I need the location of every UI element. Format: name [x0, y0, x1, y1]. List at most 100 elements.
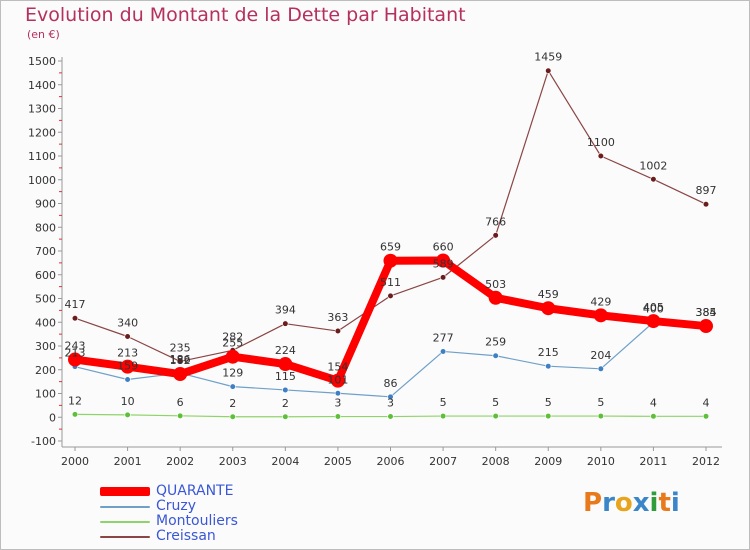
- data-point-quarante: [436, 253, 451, 268]
- data-label-montouliers: 4: [703, 396, 710, 409]
- data-point-montouliers: [334, 413, 342, 420]
- data-point-quarante: [225, 349, 240, 364]
- x-tick-label: 2003: [219, 455, 247, 468]
- data-point-cruzy: [439, 348, 447, 355]
- data-point-creissan: [702, 201, 710, 208]
- chart-title: Evolution du Montant de la Dette par Hab…: [25, 4, 466, 26]
- y-tick-label: 800: [35, 221, 56, 234]
- data-point-cruzy: [387, 393, 394, 400]
- data-point-quarante: [593, 308, 608, 323]
- data-point-creissan: [71, 315, 79, 322]
- data-label-creissan: 235: [170, 341, 191, 354]
- x-tick-label: 2011: [639, 455, 667, 468]
- y-tick-label: 700: [35, 245, 56, 258]
- data-point-creissan: [282, 320, 289, 327]
- data-point-cruzy: [545, 363, 552, 370]
- data-point-quarante: [120, 359, 135, 374]
- y-tick-label: 1000: [28, 174, 56, 187]
- data-point-quarante: [173, 367, 188, 382]
- data-label-cruzy: 159: [117, 359, 138, 372]
- data-point-creissan: [334, 327, 342, 335]
- data-point-quarante: [488, 290, 503, 305]
- x-tick-label: 2001: [114, 455, 142, 468]
- data-point-montouliers: [439, 412, 447, 420]
- data-label-montouliers: 3: [387, 397, 394, 410]
- data-label-montouliers: 2: [282, 397, 289, 410]
- data-label-quarante: 429: [590, 295, 611, 308]
- data-point-creissan: [439, 274, 447, 281]
- data-point-creissan: [492, 232, 499, 239]
- data-label-quarante: 659: [380, 241, 401, 254]
- data-label-creissan: 282: [222, 330, 243, 343]
- data-label-montouliers: 4: [650, 396, 657, 409]
- legend-swatch-montouliers: [100, 520, 150, 523]
- legend-label-cruzy: Cruzy: [156, 498, 197, 514]
- y-tick-label: 400: [35, 316, 56, 329]
- y-tick-label: 1100: [28, 150, 56, 163]
- proxiti-logo: Proxiti: [583, 488, 680, 518]
- data-point-quarante: [278, 357, 293, 372]
- data-point-montouliers: [229, 413, 236, 420]
- data-label-creissan: 589: [433, 257, 454, 270]
- data-label-cruzy: 129: [222, 367, 243, 380]
- data-label-creissan: 417: [65, 298, 86, 311]
- data-point-quarante: [68, 352, 82, 367]
- data-point-cruzy: [282, 386, 289, 394]
- data-label-creissan: 1002: [639, 159, 667, 172]
- data-point-montouliers: [282, 413, 289, 420]
- y-tick-label: -100: [31, 435, 56, 448]
- data-point-cruzy: [492, 352, 499, 359]
- data-label-cruzy: 115: [275, 370, 296, 383]
- y-tick-label: 1200: [28, 126, 56, 139]
- y-tick-label: 300: [35, 340, 56, 353]
- data-point-creissan: [177, 358, 184, 365]
- x-tick-label: 2012: [692, 455, 720, 468]
- y-tick-label: 0: [49, 411, 56, 424]
- y-tick-label: 500: [35, 293, 56, 306]
- x-tick-label: 2009: [534, 455, 562, 468]
- data-point-montouliers: [71, 411, 79, 418]
- logo-letter: r: [602, 488, 615, 518]
- data-label-cruzy: 400: [643, 302, 664, 315]
- data-label-cruzy: 385: [696, 306, 717, 319]
- data-point-cruzy: [229, 383, 236, 390]
- data-label-montouliers: 5: [545, 396, 552, 409]
- data-label-creissan: 511: [380, 276, 401, 289]
- data-point-quarante: [330, 373, 345, 388]
- data-label-cruzy: 186: [170, 353, 191, 366]
- legend-item-quarante: QUARANTE: [100, 484, 238, 499]
- data-point-quarante: [541, 301, 556, 316]
- data-label-quarante: 503: [485, 278, 506, 291]
- data-point-creissan: [124, 333, 131, 340]
- legend-label-quarante: QUARANTE: [156, 483, 234, 499]
- data-label-creissan: 363: [327, 311, 348, 324]
- data-point-montouliers: [650, 413, 657, 420]
- legend-label-montouliers: Montouliers: [156, 513, 238, 529]
- x-tick-label: 2008: [482, 455, 510, 468]
- data-point-montouliers: [124, 411, 131, 418]
- data-point-quarante: [383, 253, 398, 268]
- y-tick-label: 200: [35, 364, 56, 377]
- data-point-quarante: [646, 314, 661, 329]
- y-tick-label: 1300: [28, 103, 56, 116]
- logo-letter: i: [649, 488, 659, 518]
- x-tick-label: 2000: [61, 455, 89, 468]
- data-point-cruzy: [334, 390, 342, 397]
- y-tick-label: 100: [35, 388, 56, 401]
- data-label-quarante: 154: [327, 361, 348, 374]
- data-label-creissan: 766: [485, 215, 506, 228]
- data-label-cruzy: 213: [65, 347, 86, 360]
- data-point-montouliers: [597, 412, 604, 420]
- x-tick-label: 2004: [271, 455, 299, 468]
- data-label-montouliers: 12: [68, 394, 82, 407]
- data-label-montouliers: 10: [121, 395, 135, 408]
- logo-letter: t: [658, 488, 671, 518]
- data-label-quarante: 243: [65, 340, 86, 353]
- data-label-quarante: 182: [170, 354, 191, 367]
- y-tick-label: 900: [35, 198, 56, 211]
- data-point-cruzy: [597, 365, 604, 372]
- data-point-creissan: [650, 176, 657, 183]
- legend-label-creissan: Creissan: [156, 528, 216, 544]
